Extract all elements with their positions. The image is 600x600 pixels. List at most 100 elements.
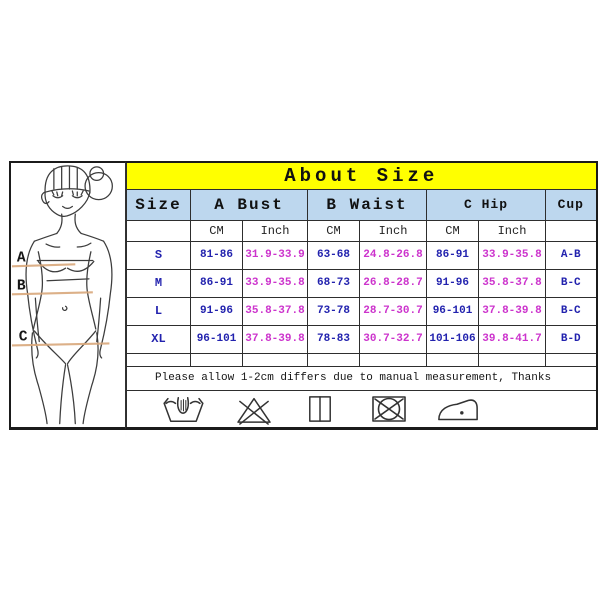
hip-measure-line <box>11 342 110 347</box>
hand-wash-icon <box>163 396 204 422</box>
care-icons <box>128 391 596 427</box>
bust-cm-cell: 81-86 <box>190 240 243 270</box>
bikini-top-cups <box>37 260 95 273</box>
hair-bun <box>84 172 113 201</box>
waist-inch-cell: 24.8-26.8 <box>359 240 427 270</box>
hip-inch-cell: 37.8-39.8 <box>478 296 546 326</box>
waist-cm-cell: 68-73 <box>307 268 360 298</box>
empty-cell <box>307 352 360 367</box>
inner-legs <box>59 364 76 425</box>
empty-cell <box>478 352 546 367</box>
cup-cell: B-D <box>544 324 598 354</box>
empty-cell <box>544 219 598 242</box>
size-cell: M <box>126 268 191 298</box>
spacer-row <box>126 352 598 367</box>
navel <box>62 305 68 312</box>
unit-inch: Inch <box>359 219 427 242</box>
empty-cell <box>242 352 308 367</box>
figure-sketch: A B C <box>11 165 113 425</box>
cup-cell: B-C <box>544 268 598 298</box>
size-cell: S <box>126 240 191 270</box>
cup-cell: A-B <box>544 240 598 270</box>
table-row: XL 96-101 37.8-39.8 78-83 30.7-32.7 101-… <box>126 324 598 354</box>
empty-cell <box>359 352 427 367</box>
size-table: About Size Size A Bust B Waist C Hip Cup… <box>125 161 598 430</box>
do-not-bleach-icon <box>237 397 271 425</box>
hip-cm-cell: 101-106 <box>426 324 479 354</box>
empty-cell <box>426 352 479 367</box>
waist-inch-cell: 26.8-28.7 <box>359 268 427 298</box>
table-title: About Size <box>125 161 598 190</box>
waist-measure-line <box>11 291 93 296</box>
cup-cell: B-C <box>544 296 598 326</box>
col-header-size: Size <box>126 188 191 221</box>
neck <box>56 213 82 235</box>
col-header-hip: C Hip <box>426 188 546 221</box>
size-cell: L <box>126 296 191 326</box>
hip-inch-cell: 33.9-35.8 <box>478 240 546 270</box>
table-row: M 86-91 33.9-35.8 68-73 26.8-28.7 91-96 … <box>126 268 598 298</box>
table-row: S 81-86 31.9-33.9 63-68 24.8-26.8 86-91 … <box>126 240 598 270</box>
waist-inch-cell: 28.7-30.7 <box>359 296 427 326</box>
unit-cm: CM <box>190 219 243 242</box>
bust-cm-cell: 96-101 <box>190 324 243 354</box>
hip-cm-cell: 86-91 <box>426 240 479 270</box>
waist-inch-cell: 30.7-32.7 <box>359 324 427 354</box>
do-not-tumble-dry-icon <box>372 395 406 422</box>
unit-inch: Inch <box>478 219 546 242</box>
left-ear <box>40 191 50 205</box>
underband-line <box>46 278 90 282</box>
right-eye <box>71 190 84 199</box>
bust-inch-cell: 35.8-37.8 <box>242 296 308 326</box>
bust-cm-cell: 86-91 <box>190 268 243 298</box>
left-leg <box>31 332 48 425</box>
left-eye <box>51 190 64 199</box>
waist-cm-cell: 73-78 <box>307 296 360 326</box>
right-leg <box>82 332 99 425</box>
hip-cm-cell: 91-96 <box>426 268 479 298</box>
collarbones <box>45 242 92 248</box>
right-torso <box>86 251 97 330</box>
hip-label: C <box>19 330 28 346</box>
bust-label: A <box>17 251 26 267</box>
figure-panel: A B C <box>9 161 126 430</box>
waist-label: B <box>17 278 26 294</box>
unit-cm: CM <box>307 219 360 242</box>
empty-cell <box>190 352 243 367</box>
hip-inch-cell: 35.8-37.8 <box>478 268 546 298</box>
table-row: L 91-96 35.8-37.8 73-78 28.7-30.7 96-101… <box>126 296 598 326</box>
hair-bun-small <box>89 166 105 182</box>
hair-strands <box>53 166 78 190</box>
face-outline <box>44 191 91 218</box>
left-torso <box>32 251 44 330</box>
col-header-bust: A Bust <box>190 188 308 221</box>
bust-cm-cell: 91-96 <box>190 296 243 326</box>
mouth <box>62 205 74 209</box>
size-chart-content: A B C About Size Size A Bust B Waist C H… <box>9 161 598 430</box>
bust-inch-cell: 31.9-33.9 <box>242 240 308 270</box>
line-dry-icon <box>309 395 331 422</box>
right-arm <box>99 240 113 359</box>
iron-low-heat-icon <box>438 398 478 420</box>
care-icons-row <box>125 389 598 429</box>
empty-cell <box>126 352 191 367</box>
waist-cm-cell: 78-83 <box>307 324 360 354</box>
shoulders <box>33 232 105 242</box>
bust-inch-cell: 33.9-35.8 <box>242 268 308 298</box>
waist-cm-cell: 63-68 <box>307 240 360 270</box>
inner-arm-lines <box>34 297 102 343</box>
hip-inch-cell: 39.8-41.7 <box>478 324 546 354</box>
unit-cm: CM <box>426 219 479 242</box>
col-header-waist: B Waist <box>307 188 427 221</box>
size-cell: XL <box>126 324 191 354</box>
bust-inch-cell: 37.8-39.8 <box>242 324 308 354</box>
bikini-bottom <box>33 330 97 365</box>
measurement-note: Please allow 1-2cm differs due to manual… <box>125 365 598 391</box>
bust-measure-line <box>11 263 76 268</box>
empty-cell <box>544 352 598 367</box>
unit-inch: Inch <box>242 219 308 242</box>
col-header-cup: Cup <box>544 188 598 221</box>
hip-cm-cell: 96-101 <box>426 296 479 326</box>
empty-cell <box>126 219 191 242</box>
